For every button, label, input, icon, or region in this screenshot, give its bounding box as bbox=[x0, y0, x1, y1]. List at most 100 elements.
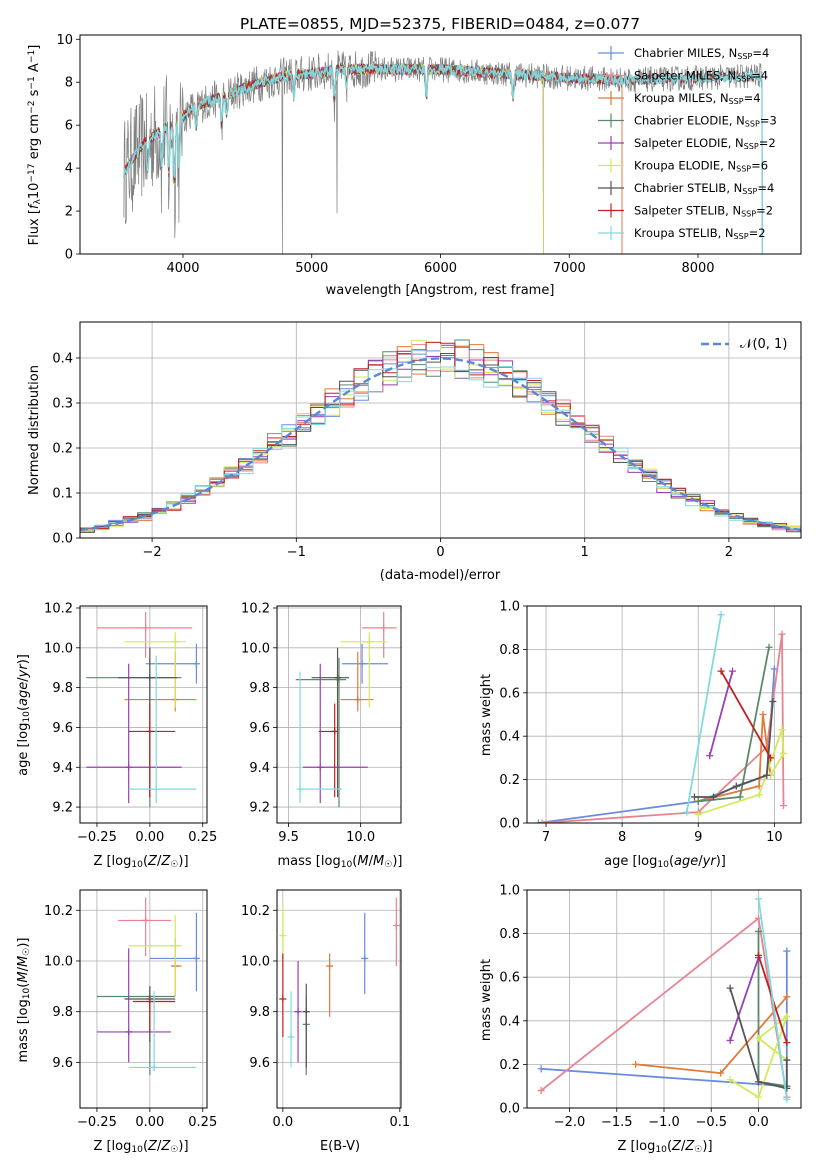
mass_z-errorbar bbox=[118, 897, 172, 956]
age_mass-errorbar bbox=[302, 663, 368, 804]
mw_z-point bbox=[537, 1065, 545, 1073]
mw_z-point bbox=[754, 1078, 762, 1086]
age-z-xlabel: Z [log10(Z/Z☉)] bbox=[93, 854, 188, 870]
legend-label: Chabrier MILES, NSSP=4 bbox=[634, 46, 769, 61]
age_mass-errorbar bbox=[340, 651, 374, 712]
hist-ytick-label: 0.4 bbox=[52, 352, 73, 367]
mw_age-xtick-label: 8 bbox=[618, 830, 626, 845]
spec-xtick-label: 8000 bbox=[681, 261, 714, 276]
mw-age-xlabel: age [log10(age/yr)] bbox=[604, 854, 726, 870]
mass_ebv-xtick-label: 0.1 bbox=[389, 1115, 410, 1130]
spec-xtick-label: 7000 bbox=[553, 261, 586, 276]
age_mass-ytick-label: 10.0 bbox=[241, 641, 270, 656]
mw_z-xtick-label: −0.5 bbox=[695, 1115, 727, 1130]
legend-label: Salpeter ELODIE, NSSP=2 bbox=[634, 136, 776, 151]
mw_z-xtick-label: −1.0 bbox=[648, 1115, 680, 1130]
age_z-errorbar bbox=[124, 631, 186, 708]
mass_z-point bbox=[171, 942, 179, 950]
histogram-steps bbox=[80, 350, 801, 538]
mass_z-ytick-label: 10.0 bbox=[44, 954, 73, 969]
mass_ebv-point bbox=[287, 1033, 295, 1041]
mw-age-ylabel: mass weight bbox=[479, 674, 494, 756]
mass-z-xlabel: Z [log10(Z/Z☉)] bbox=[93, 1139, 188, 1155]
age_z-point bbox=[125, 763, 133, 771]
mass_ebv-ytick-label: 10.2 bbox=[241, 904, 270, 919]
spec-ytick-label: 6 bbox=[65, 119, 73, 134]
age_z-errorbar bbox=[128, 703, 176, 798]
mw_z-xtick-label: −1.5 bbox=[601, 1115, 633, 1130]
mw_age-point bbox=[779, 750, 787, 758]
spec-xtick-label: 5000 bbox=[295, 261, 328, 276]
age_z-errorbar bbox=[86, 663, 182, 804]
age_mass-ytick-label: 10.2 bbox=[241, 601, 270, 616]
mw_age-ytick-label: 0.2 bbox=[499, 773, 520, 788]
mass_ebv-plot bbox=[279, 897, 400, 1076]
mw_z-ytick-label: 0.4 bbox=[499, 1014, 520, 1029]
mw_age-ytick-label: 0.8 bbox=[499, 643, 520, 658]
mw_z-point bbox=[754, 927, 762, 935]
mass_ebv-frame bbox=[276, 889, 402, 1109]
age_z-point bbox=[146, 674, 154, 682]
mw_age-point bbox=[706, 752, 714, 760]
model-spectrum-line bbox=[123, 62, 764, 254]
mw_z-ytick-label: 0.8 bbox=[499, 927, 520, 942]
mw_age-point bbox=[736, 793, 744, 801]
hist-plot bbox=[80, 339, 801, 538]
mw_z-point bbox=[783, 947, 791, 955]
age_z-errorbar bbox=[128, 655, 197, 804]
legend-label: Salpeter MILES, NSSP=4 bbox=[634, 69, 768, 84]
mass_ebv-point bbox=[361, 954, 369, 962]
model-spectrum-line bbox=[123, 62, 623, 254]
age_z-errorbar bbox=[96, 611, 193, 658]
age_mass-xtick-label: 10.0 bbox=[346, 830, 375, 845]
mass_ebv-point bbox=[326, 962, 334, 970]
age_z-errorbar bbox=[124, 651, 197, 712]
spec-ytick-label: 2 bbox=[65, 205, 73, 220]
mw_z-series-line bbox=[729, 957, 760, 1041]
model-spectrum-line bbox=[123, 63, 623, 254]
mw_age-series-line bbox=[542, 633, 785, 823]
mw_age-series-line bbox=[685, 614, 722, 813]
mass_z-errorbar bbox=[171, 938, 182, 997]
spec-xtick-label: 6000 bbox=[424, 261, 457, 276]
mw_z-ytick-label: 0.0 bbox=[499, 1102, 520, 1117]
mass_z-frame bbox=[79, 889, 208, 1109]
mw_z-point bbox=[717, 1069, 725, 1077]
mw_z-ytick-label: 1.0 bbox=[499, 884, 520, 899]
mw_age-series-line bbox=[698, 713, 772, 803]
mw_age-series-line bbox=[720, 670, 772, 759]
mass-z-ylabel: mass [log10(M/M☉)] bbox=[16, 938, 32, 1063]
legend-label-normal: 𝒩(0, 1) bbox=[740, 337, 787, 352]
mw_age-point bbox=[767, 754, 775, 762]
hist-xtick-label: −2 bbox=[143, 545, 162, 560]
mw_z-series-line bbox=[757, 898, 788, 1100]
mass_z-errorbar bbox=[149, 912, 198, 992]
mw_age-ytick-label: 0.6 bbox=[499, 686, 520, 701]
age_z-errorbar bbox=[118, 647, 178, 798]
age_z-xtick-label: 0.25 bbox=[188, 830, 217, 845]
age_mass-point bbox=[331, 727, 339, 735]
age_mass-errorbar bbox=[311, 647, 350, 798]
hist-xtick-label: 2 bbox=[725, 545, 733, 560]
age_z-frame bbox=[79, 605, 208, 824]
mass_z-ytick-label: 10.2 bbox=[44, 904, 73, 919]
spec-ytick-label: 8 bbox=[65, 76, 73, 91]
age_mass-point bbox=[365, 638, 373, 646]
hist-ytick-label: 0.0 bbox=[52, 532, 73, 547]
x-axis-label: (data-model)/error bbox=[380, 568, 501, 583]
mass_z-xtick-label: 0.25 bbox=[188, 1115, 217, 1130]
mw_age-xtick-label: 7 bbox=[542, 830, 550, 845]
spec-ytick-label: 10 bbox=[56, 33, 73, 48]
legend-label: Kroupa ELODIE, NSSP=6 bbox=[634, 159, 768, 174]
y-axis-label: Flux [fλ10−17 erg cm−2 s−1 A−1] bbox=[27, 45, 43, 246]
age_z-ytick-label: 10.0 bbox=[44, 641, 73, 656]
mw_age-point bbox=[709, 793, 717, 801]
mw_z-point bbox=[754, 895, 762, 903]
mass_z-xtick-label: 0.00 bbox=[135, 1115, 164, 1130]
mass_z-point bbox=[125, 1028, 133, 1036]
mass_ebv-point bbox=[302, 1008, 310, 1016]
hist-xtick-label: −1 bbox=[287, 545, 306, 560]
legend-label: Kroupa MILES, NSSP=4 bbox=[634, 91, 761, 106]
age_mass-point bbox=[354, 696, 362, 704]
mass_z-errorbar bbox=[96, 986, 176, 1076]
